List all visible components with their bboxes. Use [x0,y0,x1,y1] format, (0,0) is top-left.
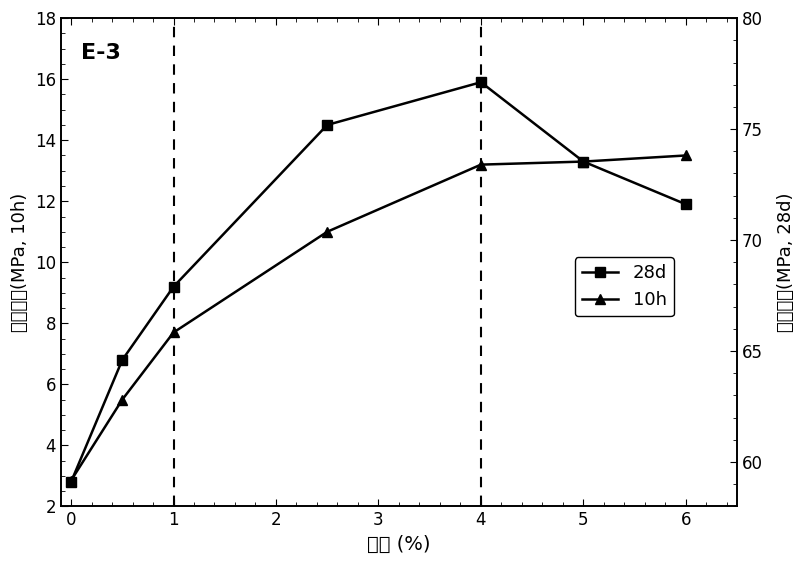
10h [476,161,486,168]
Line: 10h: 10h [66,151,691,485]
28d [168,283,178,290]
10h [66,477,76,484]
28d [66,479,76,485]
Y-axis label: 抗压强度(MPa, 10h): 抗压强度(MPa, 10h) [11,193,29,332]
X-axis label: 掺量 (%): 掺量 (%) [368,535,430,554]
28d [681,201,691,208]
Legend: 28d, 10h: 28d, 10h [575,257,674,316]
28d [476,79,486,86]
10h [322,228,332,235]
Text: E-3: E-3 [81,42,121,63]
10h [579,158,588,165]
10h [168,329,178,336]
10h [681,152,691,159]
Line: 28d: 28d [66,77,691,487]
28d [579,158,588,165]
28d [322,121,332,128]
10h [118,396,127,403]
Y-axis label: 抗压强度(MPa, 28d): 抗压强度(MPa, 28d) [777,193,795,332]
28d [118,357,127,363]
